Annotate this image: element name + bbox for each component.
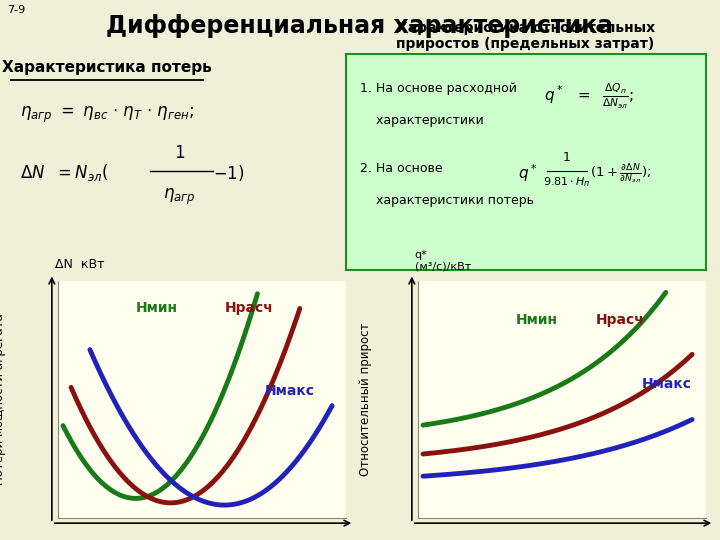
Text: 2. На основе: 2. На основе (360, 162, 443, 175)
Title: Характеристика относительных
приростов (предельных затрат): Характеристика относительных приростов (… (397, 21, 654, 51)
Text: 1: 1 (174, 144, 185, 163)
Text: 1. На основе расходной: 1. На основе расходной (360, 82, 517, 95)
Text: Hмин: Hмин (516, 313, 557, 327)
Text: Hрасч: Hрасч (225, 301, 274, 315)
Text: Hрасч: Hрасч (596, 313, 645, 327)
Point (6, 77, 15, 83)
Text: $\eta_{агр}$: $\eta_{агр}$ (163, 186, 196, 207)
Point (208, 167, 217, 174)
Text: $\eta_{агр}$ $=$ $\eta_{вс}$ $\cdot$ $\eta_T$ $\cdot$ $\eta_{ген}$;: $\eta_{агр}$ $=$ $\eta_{вс}$ $\cdot$ $\e… (20, 104, 195, 125)
Text: q*
(м³/с)/кВт: q* (м³/с)/кВт (415, 249, 471, 271)
Text: характеристики: характеристики (360, 114, 484, 127)
Text: $q^*$: $q^*$ (518, 162, 538, 184)
Text: ΔN  кВт: ΔN кВт (55, 258, 104, 271)
Text: $(1 + \frac{\partial \Delta N}{\partial N_{эл}});$: $(1 + \frac{\partial \Delta N}{\partial … (590, 162, 652, 186)
Text: $ - 1)$: $ - 1)$ (212, 163, 244, 183)
Point (543, 167, 552, 174)
Text: Hмакс: Hмакс (265, 384, 315, 398)
Text: $9.81 \cdot H_п$: $9.81 \cdot H_п$ (543, 175, 591, 189)
Text: Hмин: Hмин (135, 301, 177, 315)
Text: Hмакс: Hмакс (642, 377, 692, 391)
Text: Дифференциальная характеристика: Дифференциальная характеристика (107, 14, 613, 37)
Text: $q^*$  $=$  $\frac{\Delta Q_п}{\Delta N_{эл}}$;: $q^*$ $=$ $\frac{\Delta Q_п}{\Delta N_{э… (544, 82, 634, 111)
Text: Относительный прирост: Относительный прирост (359, 323, 372, 476)
Text: $\Delta N$  $= N_{эл}($: $\Delta N$ $= N_{эл}($ (20, 163, 109, 183)
Text: 7-9: 7-9 (7, 5, 25, 16)
Text: 1: 1 (563, 151, 571, 164)
Text: Потери мощности агрегата: Потери мощности агрегата (0, 314, 6, 485)
Point (145, 167, 154, 174)
Text: Характеристика потерь: Характеристика потерь (1, 60, 212, 76)
Text: характеристики потерь: характеристики потерь (360, 194, 534, 207)
Point (582, 167, 591, 174)
Point (198, 77, 207, 83)
